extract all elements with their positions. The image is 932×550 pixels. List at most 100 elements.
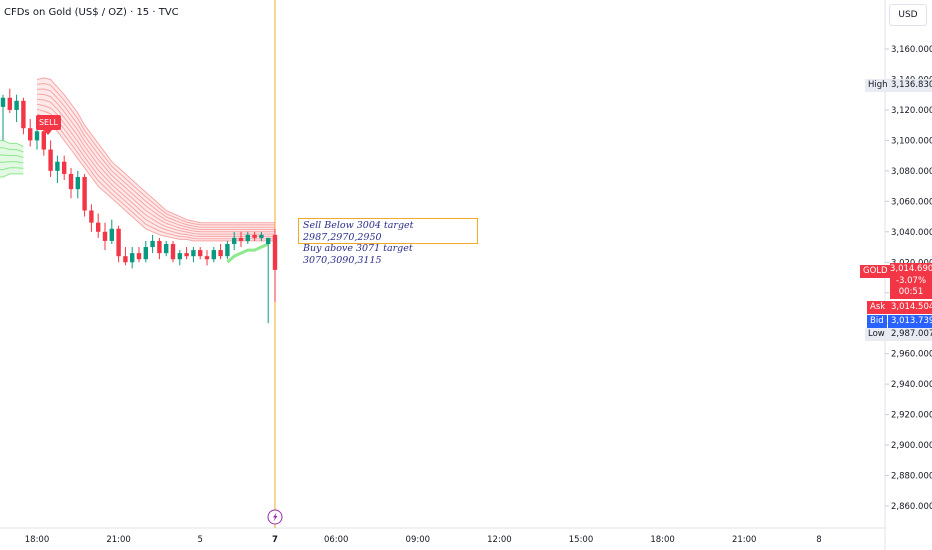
candle-body <box>62 161 67 174</box>
candle-body <box>191 250 196 257</box>
candle-body <box>184 253 189 257</box>
candle-body <box>7 97 12 110</box>
candle-body <box>225 243 230 257</box>
currency-selector[interactable]: USD <box>889 4 927 26</box>
x-tick-label: 12:00 <box>487 535 512 545</box>
sell-signal-label: SELL <box>36 115 61 135</box>
candle-body <box>75 176 80 190</box>
low-value: 2,987.007 <box>888 328 932 341</box>
support-trend-line <box>226 242 269 264</box>
support-cloud-line <box>0 147 24 153</box>
candle-body <box>48 149 53 171</box>
candle-body <box>211 250 216 260</box>
candle-body <box>130 253 135 263</box>
ask-label: Ask <box>867 301 889 314</box>
candle-body <box>198 250 203 257</box>
price-change: -3.07% <box>895 275 927 286</box>
resistance-cloud-line <box>36 98 275 233</box>
candle-body <box>34 131 40 141</box>
annotation-line-1: Sell Below 3004 target 2987,2970,2950 <box>303 220 414 243</box>
last-price-box: 3,014.690 -3.07% 00:51 <box>890 263 932 299</box>
x-tick-label: 06:00 <box>324 535 349 545</box>
candle-body <box>55 161 60 171</box>
support-cloud-line <box>0 139 24 147</box>
x-tick-label: 18:00 <box>25 535 50 545</box>
x-tick-label: 8 <box>816 535 821 545</box>
x-tick-label: 21:00 <box>106 535 131 545</box>
candle-body <box>218 250 223 257</box>
support-cloud-line <box>0 161 24 164</box>
x-tick-label: 5 <box>197 535 202 545</box>
last-price-value: 3,014.690 <box>890 264 932 274</box>
candle-body <box>266 237 271 244</box>
candle-body <box>259 234 264 238</box>
y-tick-label: 3,060.000 <box>891 197 932 207</box>
candle-body <box>21 100 26 129</box>
y-tick-label: 2,920.000 <box>891 411 932 421</box>
support-cloud-line <box>0 154 24 158</box>
y-tick-label: 2,880.000 <box>891 472 932 482</box>
x-tick-label: 7 <box>272 535 278 545</box>
y-tick-label: 3,160.000 <box>891 45 932 55</box>
resistance-cloud-line <box>36 93 275 230</box>
bid-value: 3,013.739 <box>888 315 932 328</box>
y-tick-label: 2,960.000 <box>891 350 932 360</box>
candle-body <box>164 243 169 254</box>
chart-title[interactable]: CFDs on Gold (US$ / OZ) · 15 · TVC <box>4 7 179 18</box>
low-label: Low <box>865 328 888 341</box>
y-tick-label: 3,040.000 <box>891 228 932 238</box>
support-cloud-fill <box>0 140 24 177</box>
candle-body <box>170 243 176 260</box>
candle-body <box>245 234 250 241</box>
candle-body <box>41 131 46 150</box>
bid-label: Bid <box>867 315 887 328</box>
resistance-cloud-line <box>36 82 275 226</box>
x-tick-label: 09:00 <box>406 535 431 545</box>
y-tick-label: 3,100.000 <box>891 136 932 146</box>
resistance-cloud-line <box>36 108 275 237</box>
candle-body <box>82 176 87 211</box>
bar-countdown: 00:51 <box>898 287 924 297</box>
resistance-cloud-line <box>36 103 275 235</box>
y-tick-label: 2,900.000 <box>891 441 932 451</box>
lightning-icon-glyph <box>273 512 278 522</box>
y-tick-label: 2,860.000 <box>891 502 932 512</box>
annotation-box[interactable]: Sell Below 3004 target 2987,2970,2950 Bu… <box>298 218 478 266</box>
y-tick-label: 2,940.000 <box>891 380 932 390</box>
x-tick-label: 15:00 <box>569 535 594 545</box>
candle-body <box>123 256 128 263</box>
candle-body <box>204 256 210 260</box>
candle-body <box>89 210 94 223</box>
candle-body <box>96 222 101 232</box>
resistance-cloud-line <box>36 77 275 224</box>
annotation-line-2: Buy above 3071 target 3070,3090,3115 <box>303 243 413 266</box>
high-label: High <box>865 79 891 92</box>
x-tick-label: 18:00 <box>650 535 675 545</box>
candle-body <box>0 97 6 107</box>
resistance-cloud-line <box>36 88 275 228</box>
candle-body <box>157 240 162 254</box>
candle-body <box>109 228 114 241</box>
candle-body <box>14 100 19 110</box>
candle-body <box>150 240 155 248</box>
ask-value: 3,014.504 <box>888 301 932 314</box>
y-tick-label: 3,120.000 <box>891 106 932 116</box>
candle-body <box>177 253 182 260</box>
y-tick-label: 3,080.000 <box>891 167 932 177</box>
high-value: 3,136.830 <box>888 79 932 92</box>
candle-body <box>116 228 121 257</box>
candle-body <box>238 237 244 241</box>
resistance-cloud-fill <box>37 77 275 241</box>
candle-body <box>136 253 142 260</box>
candle-body <box>102 231 108 241</box>
candle-body <box>252 234 257 238</box>
candle-body <box>68 173 74 190</box>
x-tick-label: 21:00 <box>732 535 757 545</box>
symbol-tag: GOLD <box>860 265 891 278</box>
candle-body <box>272 234 278 270</box>
candle-body <box>28 128 33 141</box>
candle-body <box>143 247 148 260</box>
support-cloud-line <box>0 173 24 178</box>
